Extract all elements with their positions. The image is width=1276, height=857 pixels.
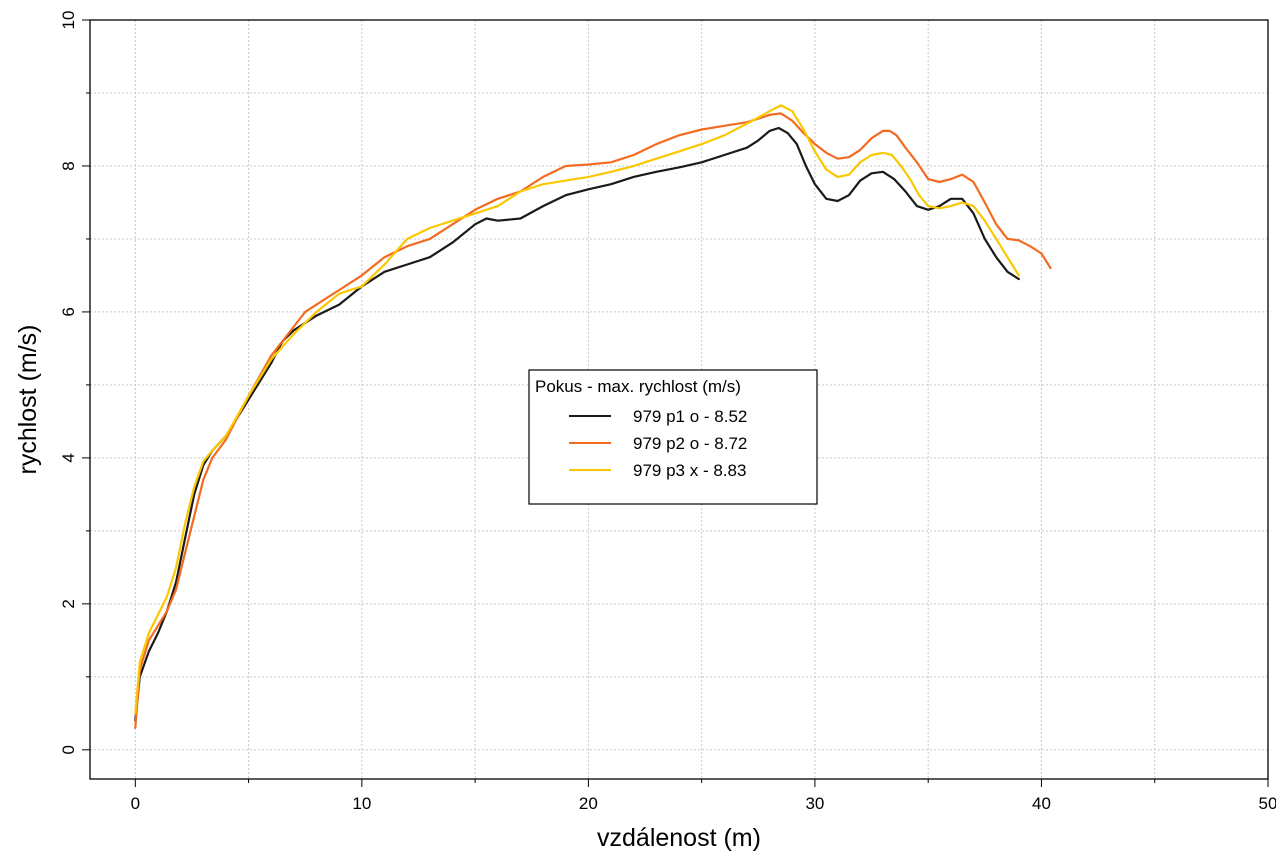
- y-tick-label: 4: [59, 453, 78, 462]
- legend-item-label: 979 p3 x - 8.83: [633, 461, 746, 480]
- x-tick-label: 30: [805, 794, 824, 813]
- series-line-3: [134, 104, 1020, 715]
- y-axis: 0 2 4 6 8 10: [59, 11, 90, 755]
- legend-item-label: 979 p2 o - 8.72: [633, 434, 747, 453]
- x-tick-label: 50: [1259, 794, 1276, 813]
- legend-item-label: 979 p1 o - 8.52: [633, 407, 747, 426]
- x-tick-label: 40: [1032, 794, 1051, 813]
- x-axis: 0 10 20 30 40 50: [131, 779, 1276, 813]
- legend-box: [528, 369, 818, 505]
- y-tick-label: 0: [59, 745, 78, 754]
- y-tick-label: 8: [59, 161, 78, 170]
- y-axis-title: rychlost (m/s): [14, 325, 42, 475]
- x-axis-title: vzdálenost (m): [597, 824, 761, 852]
- plot-frame: [89, 19, 1269, 780]
- legend-title: Pokus - max. rychlost (m/s): [535, 377, 741, 396]
- series-layer: [134, 104, 1052, 729]
- y-tick-label: 6: [59, 307, 78, 316]
- y-tick-label: 2: [59, 599, 78, 608]
- x-tick-label: 20: [579, 794, 598, 813]
- series-line-2: [134, 112, 1052, 729]
- x-tick-label: 10: [352, 794, 371, 813]
- legend: Pokus - max. rychlost (m/s) 979 p1 o - 8…: [528, 369, 818, 505]
- legend-items: 979 p1 o - 8.52 979 p2 o - 8.72 979 p3 x -…: [569, 407, 747, 480]
- y-tick-label: 10: [59, 11, 78, 30]
- x-tick-label: 0: [131, 794, 140, 813]
